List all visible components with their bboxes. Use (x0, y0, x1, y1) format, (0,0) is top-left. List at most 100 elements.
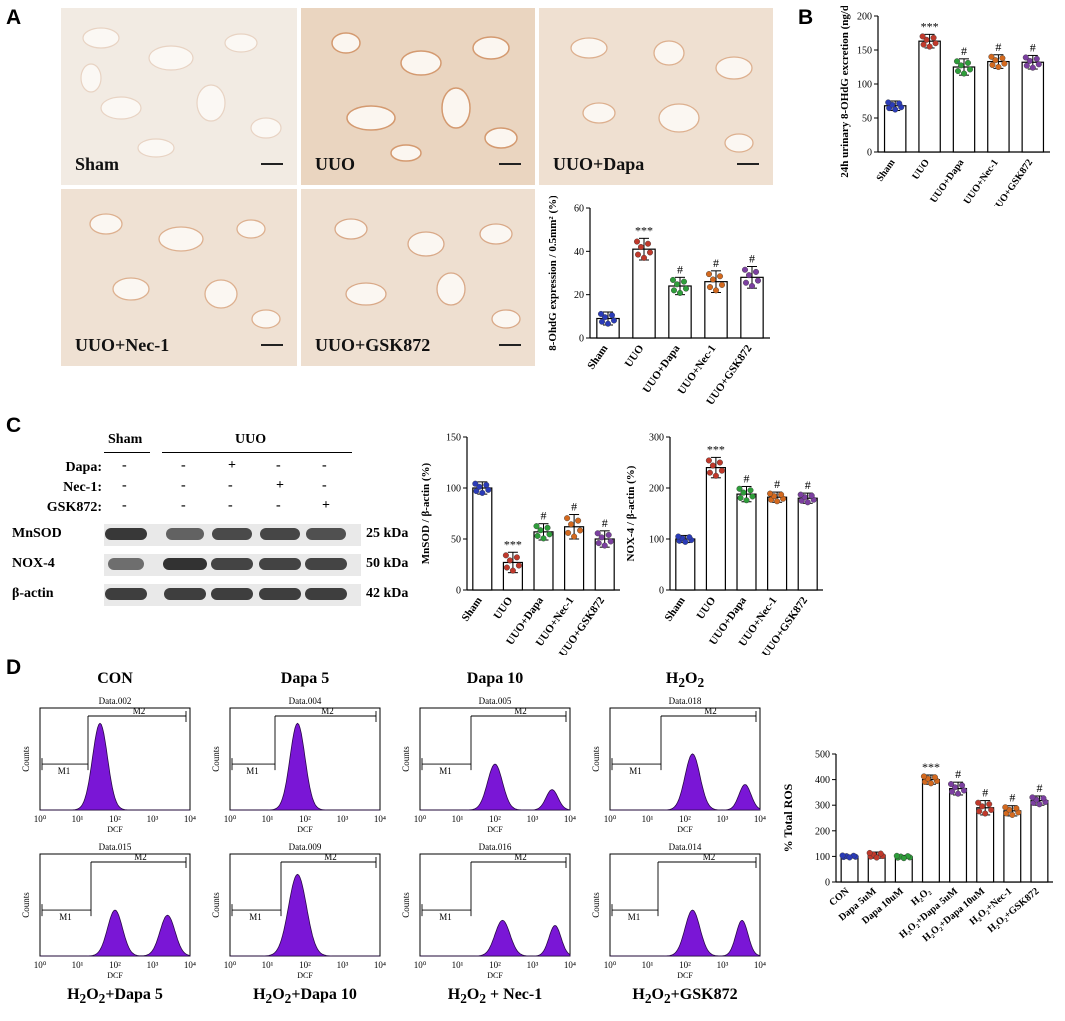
wb-band (259, 528, 301, 540)
flow-title: CON (97, 670, 133, 687)
category-label: UUO (910, 157, 932, 182)
x-tick-label: 10³ (527, 960, 539, 970)
bar (987, 60, 1010, 153)
flow-title: Dapa 10 (466, 670, 524, 687)
m1-label: M1 (439, 912, 452, 922)
y-tick-label: 0 (456, 586, 461, 597)
y-tick-label: 150 (857, 46, 872, 57)
category-label: UUO (492, 594, 516, 621)
scale-bar (737, 163, 759, 165)
data-point (637, 244, 644, 251)
dataset-label: Data.018 (669, 696, 702, 706)
data-point (680, 278, 687, 285)
significance-mark: # (961, 44, 967, 58)
x-tick-label: 10⁰ (34, 960, 47, 970)
data-point (877, 850, 884, 857)
data-point (953, 58, 960, 65)
flow-histogram: Data.005 Counts 10⁰ 10¹ 10² 10³ 10⁴ DCF M1 M2 (401, 696, 576, 834)
significance-mark: # (744, 471, 750, 485)
data-point (599, 318, 606, 325)
significance-mark: # (571, 500, 577, 514)
data-point (479, 489, 486, 496)
category-label: Sham (662, 595, 687, 624)
data-point (610, 317, 617, 324)
data-point (986, 801, 993, 808)
data-point (640, 254, 647, 261)
data-point (676, 289, 683, 296)
x-tick-label: 10⁴ (754, 960, 766, 970)
wb-sign: - (322, 478, 327, 493)
x-tick-label: 10² (299, 960, 311, 970)
dcf-label: DCF (107, 971, 123, 980)
data-point (754, 277, 761, 284)
y-tick-label: 200 (857, 12, 872, 23)
data-point (804, 499, 811, 506)
micrograph-label: Sham (75, 154, 120, 174)
data-point (959, 782, 966, 789)
y-tick-label: 20 (574, 290, 584, 301)
data-point (595, 540, 602, 547)
data-point (716, 273, 723, 280)
data-point (896, 100, 903, 107)
data-point (927, 780, 934, 787)
data-point (605, 531, 612, 538)
counts-label: Counts (401, 746, 411, 772)
data-point (608, 312, 615, 319)
micrograph-label: UUO (315, 154, 355, 174)
data-point (571, 533, 578, 540)
data-point (1040, 795, 1047, 802)
bar (949, 787, 968, 883)
flow-cytometry-grid: CON Data.002 Counts 10⁰ 10¹ 10² 10³ 10⁴ DCF M1 M2 D… (0, 670, 790, 1020)
data-point (472, 480, 479, 487)
data-point (644, 240, 651, 247)
data-point (920, 773, 927, 780)
data-point (565, 529, 572, 536)
data-point (736, 485, 743, 492)
wb-band-name: NOX-4 (12, 556, 55, 571)
scale-bar (261, 163, 283, 165)
m1-label: M1 (246, 766, 259, 776)
x-tick-label: 10⁰ (34, 814, 47, 824)
y-axis-label: 8-OhdG expression / 0.5mm² (%) (547, 196, 559, 351)
histogram-curve (610, 753, 761, 811)
data-point (706, 469, 713, 476)
data-point (873, 854, 880, 861)
wb-band (164, 588, 206, 600)
data-point (748, 282, 755, 289)
data-point (686, 534, 693, 541)
data-point (774, 498, 781, 505)
wb-band (166, 528, 204, 540)
significance-mark: *** (504, 537, 522, 551)
wb-band (259, 558, 301, 570)
y-axis-label: MnSOD / β-actin (%) (420, 462, 432, 564)
micrograph-label: UUO+Dapa (553, 154, 645, 174)
flow-histogram: Data.014 Counts 10⁰ 10¹ 10² 10³ 10⁴ DCF M1 M2 (591, 842, 766, 980)
data-point (930, 34, 937, 41)
m2-label: M2 (703, 852, 716, 862)
bar (918, 40, 941, 153)
wb-band-row-mnsod (104, 524, 361, 546)
wb-band (259, 588, 301, 600)
bar (675, 538, 696, 591)
y-tick-label: 0 (825, 878, 830, 889)
bar (976, 807, 995, 883)
micrograph-sham: Sham (61, 8, 297, 185)
flow-histogram: Data.015 Counts 10⁰ 10¹ 10² 10³ 10⁴ DCF M1 M2 (21, 842, 196, 980)
data-point (976, 808, 983, 815)
m1-label: M1 (629, 766, 642, 776)
micrograph-uuo-dapa: UUO+Dapa (539, 8, 773, 185)
data-point (900, 855, 907, 862)
m1-label: M1 (628, 912, 641, 922)
wb-band (211, 528, 253, 540)
data-point (737, 494, 744, 501)
category-label: Sham (585, 343, 610, 372)
data-point (669, 276, 676, 283)
significance-mark: # (602, 516, 608, 530)
data-point (741, 266, 748, 273)
significance-mark: # (677, 262, 683, 276)
bar (632, 248, 656, 339)
data-point (1009, 811, 1016, 818)
wb-band (104, 528, 148, 540)
flow-title: H2O2 (665, 670, 705, 691)
